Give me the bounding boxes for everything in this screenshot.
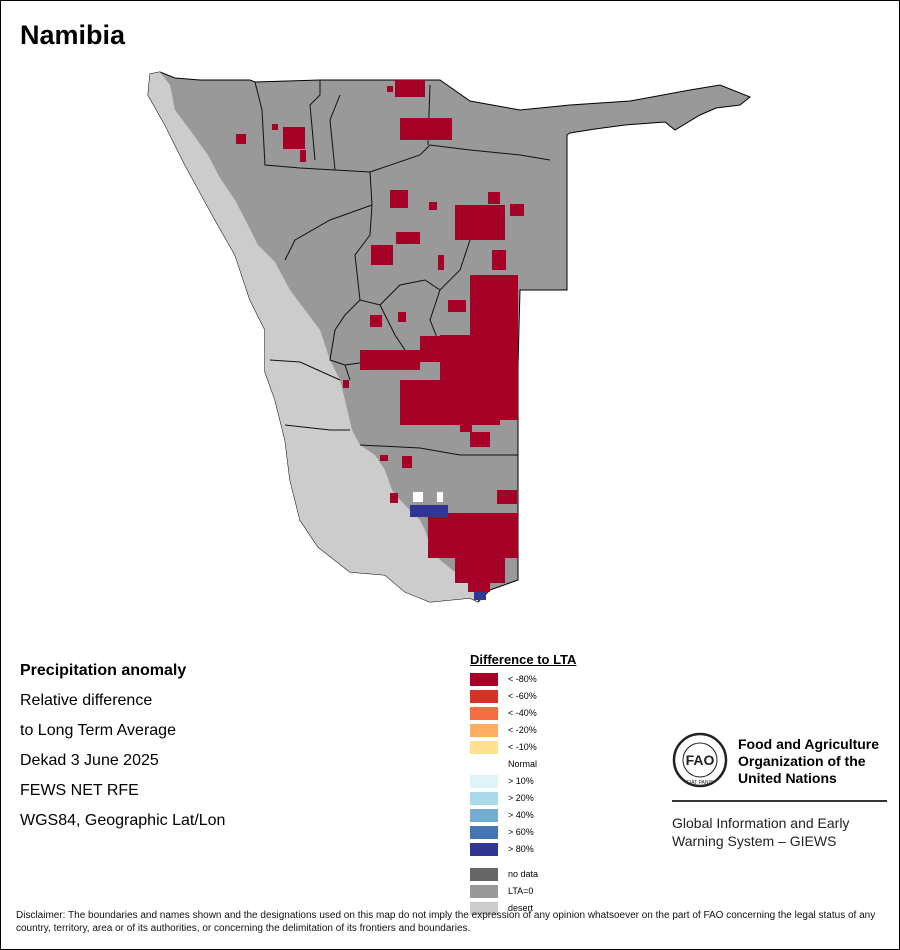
legend-swatch bbox=[470, 867, 498, 881]
giews-name: Global Information and Early Warning Sys… bbox=[672, 814, 892, 850]
legend-label: LTA=0 bbox=[508, 886, 534, 896]
legend-label: < -80% bbox=[508, 674, 537, 684]
legend-label: Normal bbox=[508, 759, 538, 769]
map-title: Namibia bbox=[20, 20, 126, 50]
info-line-3: Dekad 3 June 2025 bbox=[20, 752, 159, 769]
fao-name: Food and Agriculture Organization of the… bbox=[738, 736, 898, 787]
namibia-map bbox=[147, 71, 751, 603]
legend-item: < -80% bbox=[470, 672, 537, 686]
legend-swatch bbox=[470, 901, 498, 915]
legend-swatch bbox=[470, 723, 498, 737]
legend-item: > 40% bbox=[470, 808, 534, 822]
legend-item: < -40% bbox=[470, 706, 537, 720]
legend-item: > 80% bbox=[470, 842, 534, 856]
surplus-patches bbox=[410, 505, 486, 600]
disclaimer: Disclaimer: The boundaries and names sho… bbox=[16, 910, 876, 934]
legend-label: no data bbox=[508, 869, 539, 879]
legend-item: < -20% bbox=[470, 723, 537, 737]
legend-swatch bbox=[470, 757, 498, 771]
giews-line-1: Global Information and Early bbox=[672, 815, 850, 831]
legend-item: < -10% bbox=[470, 740, 537, 754]
desert-zone bbox=[148, 72, 478, 602]
legend-label: > 80% bbox=[508, 844, 534, 854]
legend-label: > 20% bbox=[508, 793, 534, 803]
legend-item: LTA=0 bbox=[470, 884, 533, 898]
legend-swatch bbox=[470, 689, 498, 703]
fao-logo-text: FAO bbox=[686, 752, 715, 768]
legend-item: desert bbox=[470, 901, 533, 915]
legend-title: Difference to LTA bbox=[470, 652, 577, 667]
fao-logo-icon: FAO FIAT PANIS bbox=[672, 732, 728, 788]
legend-label: > 60% bbox=[508, 827, 534, 837]
legend-item: > 20% bbox=[470, 791, 534, 805]
legend-swatch bbox=[470, 740, 498, 754]
legend-item: no data bbox=[470, 867, 538, 881]
legend-swatch bbox=[470, 672, 498, 686]
legend-label: > 40% bbox=[508, 810, 534, 820]
info-line-2: to Long Term Average bbox=[20, 722, 176, 739]
legend-swatch bbox=[470, 825, 498, 839]
legend-label: > 10% bbox=[508, 776, 534, 786]
legend-label: < -20% bbox=[508, 725, 537, 735]
legend-label: desert bbox=[508, 903, 534, 913]
fao-name-line-1: Food and Agriculture bbox=[738, 736, 880, 752]
deficit-patches bbox=[236, 80, 524, 592]
giews-line-2: Warning System – GIEWS bbox=[672, 833, 837, 849]
legend-label: < -10% bbox=[508, 742, 537, 752]
fao-logo-motto: FIAT PANIS bbox=[687, 780, 714, 786]
info-line-5: WGS84, Geographic Lat/Lon bbox=[20, 812, 226, 829]
legend-item: < -60% bbox=[470, 689, 537, 703]
fao-name-line-3: United Nations bbox=[738, 770, 837, 786]
legend-label: < -40% bbox=[508, 708, 537, 718]
map-info: Precipitation anomaly Relative differenc… bbox=[20, 656, 225, 836]
legend-swatch bbox=[470, 842, 498, 856]
legend: Difference to LTA < -80% < -60% < -40% < -2… bbox=[470, 652, 577, 915]
legend-item: Normal bbox=[470, 757, 537, 771]
normal-patches bbox=[413, 492, 443, 502]
legend-item: > 60% bbox=[470, 825, 534, 839]
legend-swatch bbox=[470, 808, 498, 822]
legend-swatch bbox=[470, 884, 498, 898]
legend-label: < -60% bbox=[508, 691, 537, 701]
legend-swatch bbox=[470, 791, 498, 805]
legend-swatch bbox=[470, 774, 498, 788]
fao-divider bbox=[672, 800, 887, 802]
fao-name-line-2: Organization of the bbox=[738, 753, 866, 769]
legend-item: > 10% bbox=[470, 774, 534, 788]
legend-swatch bbox=[470, 706, 498, 720]
info-heading: Precipitation anomaly bbox=[20, 662, 187, 679]
fao-block: FAO FIAT PANIS Food and Agriculture Orga… bbox=[672, 732, 887, 849]
info-line-1: Relative difference bbox=[20, 692, 153, 709]
info-line-4: FEWS NET RFE bbox=[20, 782, 139, 799]
